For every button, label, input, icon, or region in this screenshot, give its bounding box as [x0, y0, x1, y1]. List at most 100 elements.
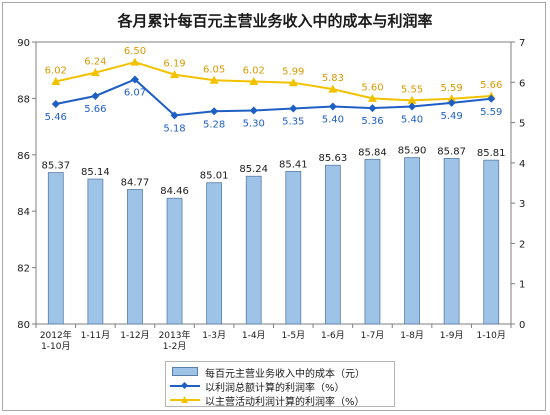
series-main-profit-rate-value-label: 5.83: [322, 73, 344, 84]
bar-value-label: 85.87: [437, 146, 466, 157]
legend-swatch-blue-line: [170, 380, 200, 392]
series-total-profit-rate-point: [368, 104, 377, 113]
x-axis-tick-label: 1-4月: [242, 330, 266, 341]
right-axis-tick-label: 5: [519, 119, 525, 130]
bar-value-label: 85.14: [81, 167, 110, 178]
bar-value-label: 85.41: [279, 159, 308, 170]
series-total-profit-rate-point: [130, 75, 139, 84]
x-axis-tick-label: 1-11月: [81, 330, 110, 341]
left-axis-tick-label: 82: [17, 264, 30, 275]
legend-label-cost: 每百元主营业务收入中的成本（元）: [205, 368, 365, 380]
bar-value-label: 85.24: [239, 164, 268, 175]
series-main-profit-rate-point: [407, 95, 417, 104]
left-axis-tick-label: 88: [17, 94, 30, 105]
series-total-profit-rate-value-label: 5.18: [163, 123, 185, 134]
series-main-profit-rate-point: [170, 70, 180, 79]
bar-cost: [166, 197, 183, 325]
series-main-profit-rate-point: [367, 93, 377, 102]
right-axis-tick-label: 2: [519, 239, 525, 250]
x-axis-tick-label: 1-12月: [120, 330, 149, 341]
bar-value-label: 84.77: [121, 177, 150, 188]
series-main-profit-rate-value-label: 5.55: [401, 84, 423, 95]
legend-swatch-bar: [170, 366, 200, 378]
series-total-profit-rate-line: [55, 78, 492, 117]
series-main-profit-rate-value-label: 5.66: [480, 80, 502, 91]
series-total-profit-rate-value-label: 5.40: [401, 114, 423, 125]
bar-value-label: 85.90: [398, 146, 427, 157]
right-axis-tick-label: 7: [519, 38, 525, 49]
series-main-profit-rate-value-label: 5.60: [361, 82, 383, 93]
series-total-profit-rate-point: [210, 107, 219, 116]
series-total-profit-rate-point: [51, 100, 60, 109]
chart-title: 各月累计每百元主营业务收入中的成本与利润率: [117, 12, 433, 30]
legend-label-total-profit-rate: 以利润总额计算的利润率（%）: [205, 382, 345, 394]
right-axis-tick-label: 3: [519, 199, 525, 210]
series-total-profit-rate-point: [91, 91, 100, 100]
bar-cost: [87, 178, 104, 325]
left-axis-tick-label: 86: [17, 151, 30, 162]
bar-value-label: 85.81: [477, 148, 506, 159]
series-main-profit-rate-value-label: 6.02: [45, 65, 67, 76]
x-axis-tick-label: 2013年 1-2月: [159, 329, 191, 352]
bar-cost: [245, 175, 262, 325]
series-main-profit-rate-point: [328, 84, 338, 93]
bar-cost: [206, 182, 223, 325]
series-main-profit-rate-value-label: 5.59: [440, 83, 462, 94]
series-total-profit-rate-value-label: 5.46: [45, 112, 67, 123]
bar-cost: [404, 157, 420, 325]
series-total-profit-rate-point: [249, 106, 258, 115]
right-axis-tick-label: 0: [519, 320, 525, 331]
x-axis-tick-label: 1-3月: [202, 330, 226, 341]
series-main-profit-rate-value-label: 6.24: [84, 57, 106, 68]
series-total-profit-rate-value-label: 5.40: [322, 114, 344, 125]
series-total-profit-rate-point: [170, 111, 179, 120]
right-axis-tick-label: 4: [519, 159, 525, 170]
right-axis-tick-label: 6: [519, 78, 525, 89]
series-main-profit-rate-value-label: 6.19: [163, 59, 185, 70]
legend-item-main-profit-rate: 以主营活动利润计算的利润率（%）: [170, 393, 365, 408]
series-total-profit-rate-value-label: 5.59: [480, 107, 502, 118]
series-main-profit-rate-value-label: 6.02: [243, 65, 265, 76]
legend-item-total-profit-rate: 以利润总额计算的利润率（%）: [170, 379, 345, 394]
x-axis-tick-label: 1-8月: [400, 330, 424, 341]
series-total-profit-rate-value-label: 5.36: [361, 116, 383, 127]
bar-value-label: 85.37: [41, 161, 70, 172]
bar-cost: [285, 171, 302, 325]
bar-value-label: 85.84: [358, 147, 387, 158]
series-total-profit-rate-value-label: 5.66: [84, 104, 106, 115]
series-total-profit-rate-point: [487, 94, 496, 103]
series-main-profit-rate-line: [55, 61, 492, 102]
series-main-profit-rate-point: [209, 75, 219, 84]
series-total-profit-rate-point: [289, 104, 298, 113]
left-axis-tick-label: 90: [17, 38, 30, 49]
bar-value-label: 85.01: [200, 171, 229, 182]
x-axis-tick-label: 1-10月: [476, 330, 505, 341]
series-total-profit-rate-value-label: 5.35: [282, 116, 304, 127]
series-total-profit-rate-point: [447, 98, 456, 107]
chart-legend: 每百元主营业务收入中的成本（元） 以利润总额计算的利润率（%） 以主营活动利润计…: [165, 361, 395, 408]
left-axis-tick-label: 84: [17, 207, 30, 218]
series-main-profit-rate-point: [51, 76, 61, 85]
series-main-profit-rate-point: [249, 76, 259, 85]
x-axis-tick-label: 1-9月: [440, 330, 464, 341]
bar-cost: [47, 172, 64, 325]
series-total-profit-rate-value-label: 5.28: [203, 119, 225, 130]
series-main-profit-rate-point: [288, 78, 298, 87]
series-main-profit-rate-value-label: 6.05: [203, 64, 225, 75]
legend-swatch-yellow-line: [170, 394, 200, 406]
bar-cost: [127, 189, 143, 325]
series-total-profit-rate-value-label: 6.07: [124, 87, 146, 98]
bar-cost: [324, 164, 341, 325]
x-axis-tick-label: 1-7月: [361, 330, 385, 341]
legend-label-main-profit-rate: 以主营活动利润计算的利润率（%）: [205, 396, 365, 408]
series-main-profit-rate-point: [90, 68, 100, 77]
series-total-profit-rate-point: [408, 102, 417, 111]
bar-cost: [443, 158, 460, 325]
left-axis-tick-label: 80: [17, 320, 30, 331]
x-axis-tick-label: 2012年 1-10月: [40, 329, 72, 352]
bar-value-label: 85.63: [319, 153, 348, 164]
series-main-profit-rate-point: [447, 94, 457, 103]
bar-cost: [364, 158, 381, 325]
series-main-profit-rate-value-label: 6.50: [124, 46, 146, 57]
